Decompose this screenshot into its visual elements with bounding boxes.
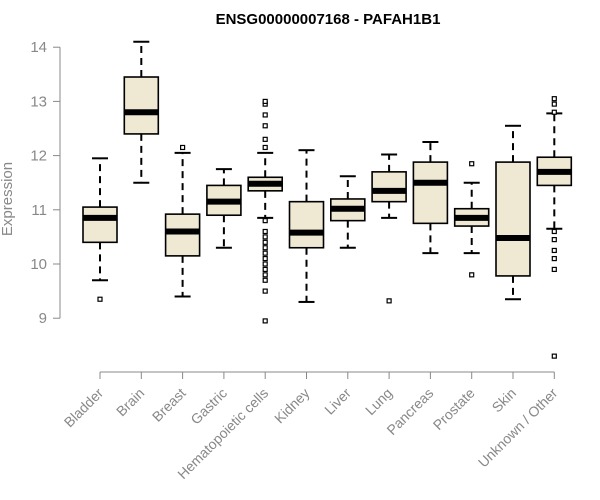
box-series bbox=[82, 40, 573, 359]
outlier-point bbox=[551, 101, 557, 107]
box-bladder bbox=[82, 157, 118, 302]
box-kidney bbox=[288, 149, 325, 303]
outlier-point bbox=[551, 247, 557, 254]
y-tick-label: 13 bbox=[30, 93, 47, 110]
y-axis: 9 10 11 12 13 14 bbox=[30, 39, 61, 327]
box-pancreas bbox=[412, 141, 449, 255]
outlier-point bbox=[262, 228, 268, 235]
y-axis-label: Expression bbox=[0, 162, 16, 236]
outlier-point bbox=[469, 272, 475, 278]
box-body bbox=[164, 213, 201, 257]
y-tick-label: 10 bbox=[30, 256, 47, 273]
outlier-point bbox=[551, 353, 557, 359]
outlier-point bbox=[262, 261, 268, 267]
outlier-point bbox=[551, 255, 557, 262]
box-hematopoietic-cells bbox=[247, 98, 283, 324]
outlier-point bbox=[551, 109, 557, 115]
outlier-point bbox=[469, 161, 475, 167]
outlier-point bbox=[262, 136, 268, 142]
x-tick-label: Liver bbox=[321, 385, 354, 418]
box-body bbox=[123, 76, 160, 135]
outlier-point bbox=[262, 234, 268, 240]
outlier-point bbox=[551, 237, 557, 243]
outlier-point bbox=[262, 239, 268, 245]
outlier-point bbox=[262, 288, 268, 294]
box-unknown-other bbox=[536, 96, 573, 359]
outlier-point bbox=[262, 277, 268, 283]
box-body bbox=[412, 161, 449, 225]
outlier-point bbox=[262, 318, 268, 324]
x-tick-label: Kidney bbox=[271, 385, 313, 427]
box-body bbox=[82, 206, 118, 244]
outlier-point bbox=[262, 123, 268, 129]
box-gastric bbox=[206, 168, 242, 249]
box-skin bbox=[495, 124, 531, 301]
outlier-point bbox=[97, 296, 103, 302]
box-body bbox=[288, 200, 325, 249]
y-tick-label: 9 bbox=[39, 310, 47, 327]
box-body bbox=[371, 171, 407, 203]
outlier-point bbox=[262, 272, 268, 278]
outlier-point bbox=[262, 112, 268, 118]
outlier-point bbox=[262, 245, 268, 251]
box-breast bbox=[164, 144, 201, 298]
outlier-point bbox=[386, 298, 392, 304]
outlier-point bbox=[551, 96, 557, 102]
box-body bbox=[495, 161, 531, 277]
y-tick-label: 14 bbox=[30, 39, 47, 56]
x-tick-label: Skin bbox=[489, 385, 520, 416]
box-prostate bbox=[453, 161, 490, 278]
outlier-point bbox=[551, 266, 557, 273]
box-liver bbox=[329, 175, 366, 249]
outlier-point bbox=[551, 228, 557, 235]
outlier-point bbox=[262, 144, 268, 151]
x-tick-label: Breast bbox=[149, 385, 189, 425]
x-tick-label: Lung bbox=[362, 385, 395, 418]
outlier-point bbox=[262, 98, 268, 105]
chart-title: ENSG00000007168 - PAFAH1B1 bbox=[216, 11, 441, 28]
outlier-point bbox=[262, 218, 268, 224]
box-brain bbox=[123, 40, 160, 184]
y-tick-label: 11 bbox=[31, 202, 47, 219]
x-tick-label: Prostate bbox=[430, 385, 478, 433]
outlier-point bbox=[262, 250, 268, 256]
outlier-point bbox=[262, 255, 268, 262]
outlier-point bbox=[180, 144, 186, 151]
x-tick-label: Brain bbox=[113, 385, 147, 419]
x-tick-label: Bladder bbox=[61, 385, 107, 431]
outlier-point bbox=[262, 266, 268, 273]
y-tick-label: 12 bbox=[30, 148, 47, 165]
box-lung bbox=[371, 153, 407, 304]
